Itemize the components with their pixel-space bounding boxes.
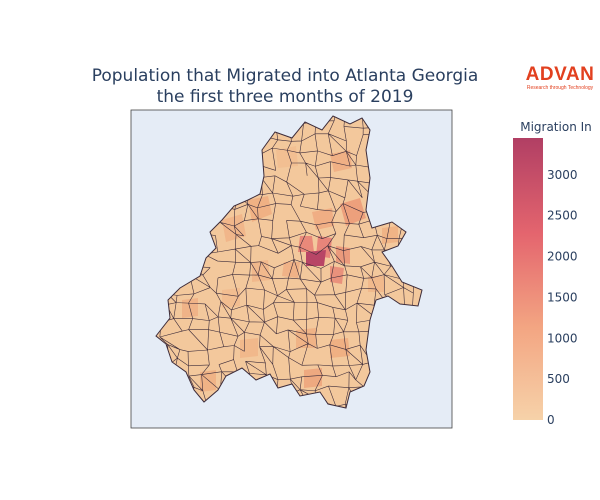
tract-patch bbox=[252, 260, 270, 282]
colorbar-tick-label: 3000 bbox=[547, 168, 578, 182]
colorbar-gradient bbox=[513, 138, 543, 420]
colorbar-tick-label: 500 bbox=[547, 372, 570, 386]
chart-title-line-2: the first three months of 2019 bbox=[156, 87, 414, 107]
tract-patch bbox=[296, 328, 316, 348]
chart-title: Population that Migrated into Atlanta Ge… bbox=[40, 66, 530, 108]
colorbar: Migration In 0 500 1000 1500 2000 2500 3000 bbox=[513, 120, 592, 427]
colorbar-tick-label: 0 bbox=[547, 413, 555, 427]
tract-patch bbox=[240, 338, 258, 358]
tract-patch bbox=[248, 196, 272, 222]
tract-patch-highest bbox=[306, 250, 326, 266]
tract-patch bbox=[200, 370, 216, 392]
colorbar-title: Migration In bbox=[520, 120, 592, 134]
colorbar-ticks: 0 500 1000 1500 2000 2500 3000 bbox=[547, 168, 578, 427]
tract-patch bbox=[222, 288, 240, 308]
logo-tagline: Research through Technology bbox=[526, 85, 594, 91]
colorbar-tick-label: 1500 bbox=[547, 290, 578, 304]
colorbar-tick-label: 2500 bbox=[547, 209, 578, 223]
advan-logo: ADVAN Research through Technology bbox=[520, 64, 600, 91]
logo-wordmark: ADVAN bbox=[525, 64, 595, 85]
city-outline bbox=[155, 115, 423, 409]
colorbar-tick-label: 1000 bbox=[547, 331, 578, 345]
tract-patch bbox=[382, 226, 398, 244]
chart-title-line-1: Population that Migrated into Atlanta Ge… bbox=[91, 66, 479, 86]
tract-patch bbox=[330, 266, 344, 284]
tract-patch bbox=[330, 150, 352, 172]
colorbar-tick-label: 2000 bbox=[547, 250, 578, 264]
tract-patch bbox=[304, 368, 322, 388]
tract-patch bbox=[368, 276, 384, 292]
